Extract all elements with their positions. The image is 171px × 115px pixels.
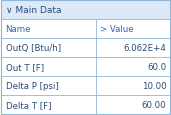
Text: 10.00: 10.00	[142, 81, 167, 90]
Text: Delta P [psi]: Delta P [psi]	[5, 81, 58, 90]
Text: > Value: > Value	[100, 25, 134, 34]
Text: 60.0: 60.0	[147, 62, 167, 71]
Text: 60.00: 60.00	[142, 100, 167, 109]
Bar	[1, 58, 170, 76]
Text: OutQ [Btu/h]: OutQ [Btu/h]	[5, 44, 61, 53]
Text: Out T [F]: Out T [F]	[5, 62, 44, 71]
Bar	[1, 76, 170, 95]
Text: Name: Name	[5, 25, 31, 34]
Bar	[1, 39, 170, 58]
Text: 6.062E+4: 6.062E+4	[124, 44, 167, 53]
Bar	[1, 1, 170, 20]
Text: Delta T [F]: Delta T [F]	[5, 100, 51, 109]
Bar	[1, 95, 170, 114]
Bar	[1, 20, 170, 39]
Text: ∨ Main Data: ∨ Main Data	[5, 6, 61, 15]
